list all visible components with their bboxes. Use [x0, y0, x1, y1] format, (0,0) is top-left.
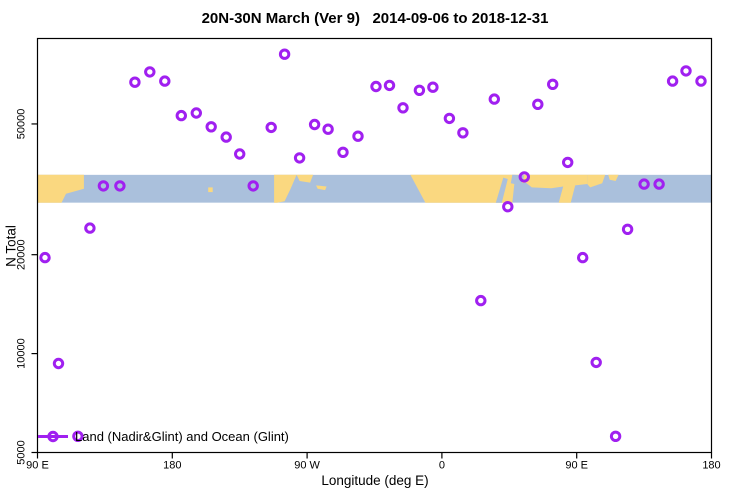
data-point — [562, 156, 574, 169]
chart-title: 20N-30N March (Ver 9) 2014-09-06 to 2018… — [201, 10, 549, 27]
data-point — [84, 222, 96, 234]
data-point — [39, 251, 51, 264]
data-point — [72, 430, 84, 442]
map-band-land — [608, 174, 619, 181]
x-tick-label: 180 — [702, 460, 720, 472]
y-tick-label: 20000 — [16, 239, 28, 270]
data-point — [278, 48, 291, 60]
data-point — [532, 98, 544, 111]
data-point — [638, 178, 650, 190]
map-band-land — [587, 174, 606, 188]
data-point — [114, 180, 126, 192]
plot-frame — [36, 37, 713, 454]
data-point — [370, 80, 382, 93]
data-point — [322, 123, 334, 135]
data-point — [695, 75, 707, 87]
data-point — [621, 223, 634, 236]
data-point — [653, 178, 665, 190]
data-point — [547, 78, 559, 91]
data-point — [502, 201, 514, 213]
legend-line-circle-marker — [38, 430, 68, 443]
x-axis-title: Longitude (deg E) — [321, 473, 429, 488]
map-band-land — [515, 174, 588, 203]
y-tick-label: 10000 — [16, 338, 28, 369]
data-point — [666, 75, 679, 87]
data-point — [129, 76, 141, 88]
data-point — [337, 146, 349, 159]
data-point — [265, 121, 277, 134]
map-band-land — [296, 174, 314, 183]
data-point — [234, 148, 246, 160]
legend-label: Land (Nadir&Glint) and Ocean (Glint) — [75, 429, 289, 444]
data-point — [190, 107, 203, 119]
data-point — [308, 118, 321, 131]
data-point — [475, 294, 487, 307]
data-point — [383, 79, 396, 92]
data-point — [680, 65, 692, 77]
legend-circle — [47, 430, 59, 443]
map-band-land — [208, 187, 213, 193]
data-point — [220, 131, 232, 143]
y-tick-label: 5000 — [16, 440, 28, 464]
map-band-sea — [495, 177, 508, 203]
x-tick-label: 90 E — [26, 460, 49, 472]
x-tick-label: 180 — [163, 460, 181, 472]
data-point — [488, 93, 500, 105]
y-tick-label: 50000 — [16, 109, 28, 140]
data-point — [247, 180, 259, 192]
data-point — [577, 251, 589, 264]
data-point — [413, 84, 426, 97]
data-point — [397, 102, 409, 114]
data-point — [443, 112, 456, 125]
data-point — [590, 356, 602, 369]
data-point — [175, 109, 188, 122]
data-point — [159, 75, 171, 87]
data-point — [609, 430, 622, 442]
map-band-land — [37, 174, 84, 203]
y-axis-title: N Total — [3, 225, 19, 267]
data-point — [352, 130, 364, 142]
legend: Land (Nadir&Glint) and Ocean (Glint) — [36, 428, 289, 445]
data-point — [518, 171, 530, 183]
data-point — [457, 127, 469, 139]
data-point — [293, 152, 306, 164]
map-band-land — [316, 185, 327, 191]
x-tick-label: 0 — [439, 460, 445, 472]
map-band-land — [410, 174, 516, 203]
data-point — [427, 81, 439, 93]
data-point — [205, 121, 217, 133]
data-point — [52, 357, 65, 370]
x-tick-label: 90 E — [565, 460, 588, 472]
data-point — [144, 66, 156, 78]
map-band-land — [274, 174, 297, 203]
x-tick-label: 90 W — [294, 460, 320, 472]
data-point — [97, 180, 110, 192]
